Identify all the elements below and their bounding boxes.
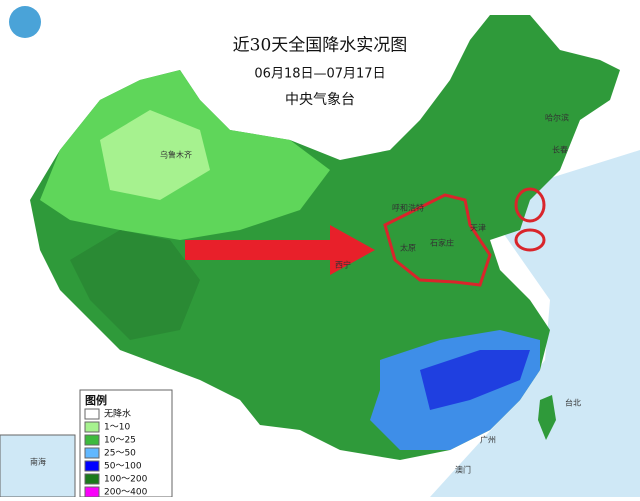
highlight-area (514, 187, 546, 223)
highlight-area (514, 228, 546, 252)
legend-swatch (84, 408, 100, 420)
place-label: 石家庄 (430, 238, 454, 248)
arrow (185, 225, 375, 275)
place-label: 哈尔滨 (545, 113, 569, 123)
legend-swatch (84, 473, 100, 485)
legend-swatch (84, 460, 100, 472)
taiwan (538, 395, 556, 440)
place-label: 台北 (565, 398, 581, 408)
place-label: 南海 (30, 457, 46, 467)
legend-title: 图例 (85, 393, 107, 407)
legend-label: 50～100 (104, 462, 142, 472)
legend-label: 100～200 (104, 475, 148, 485)
place-label: 长春 (552, 145, 568, 155)
place-label: 澳门 (455, 465, 471, 475)
inset (0, 434, 76, 498)
logo (9, 6, 41, 38)
legend-label: 200～400 (104, 488, 148, 498)
title: 近30天全国降水实况图 (233, 36, 408, 56)
place-label: 广州 (480, 435, 496, 445)
legend-label: 无降水 (104, 408, 131, 420)
sea (430, 150, 640, 497)
plateau-region (70, 230, 200, 340)
highlight-area (383, 193, 492, 287)
legend-swatch (84, 421, 100, 433)
source: 中央气象台 (285, 92, 355, 108)
place-label: 西宁 (335, 260, 351, 270)
legend-swatch (84, 486, 100, 498)
place-label: 呼和浩特 (392, 203, 424, 213)
place-label: 太原 (400, 243, 416, 253)
legend-swatch (84, 434, 100, 446)
place-label: 乌鲁木齐 (160, 150, 192, 160)
legend-label: 1～10 (104, 423, 130, 433)
date-range: 06月18日—07月17日 (254, 67, 385, 82)
legend-swatch (84, 447, 100, 459)
place-label: 天津 (470, 223, 486, 233)
legend-label: 25～50 (104, 449, 136, 459)
legend-label: 10～25 (104, 436, 136, 446)
dry-region (100, 110, 210, 200)
heavy-rain-region (420, 350, 530, 410)
